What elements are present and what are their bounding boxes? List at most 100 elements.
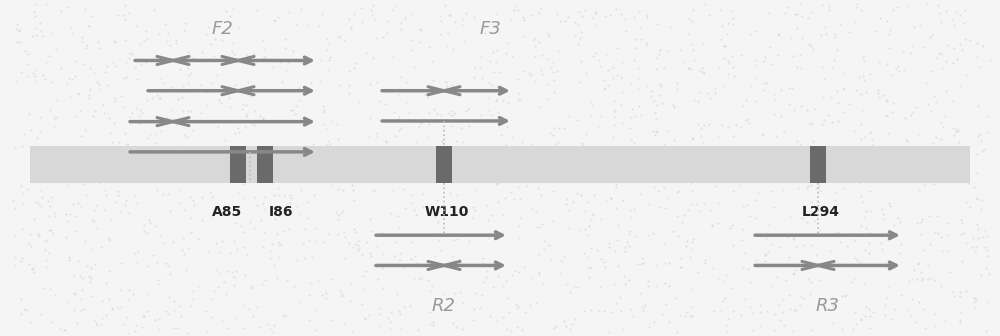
Point [144, 95, 160, 101]
Point [830, 229, 846, 235]
Point [533, 192, 549, 197]
Point [291, 86, 307, 91]
Point [381, 118, 397, 124]
Point [890, 216, 906, 221]
Point [780, 234, 796, 240]
Point [647, 133, 663, 138]
Point [183, 215, 199, 221]
Point [666, 104, 682, 109]
Point [813, 32, 829, 38]
Point [481, 81, 497, 86]
Point [234, 107, 250, 112]
Point [953, 232, 969, 237]
Point [489, 319, 505, 324]
Point [777, 10, 793, 16]
Point [426, 107, 442, 112]
Point [43, 79, 59, 84]
Point [267, 216, 283, 222]
Point [41, 227, 57, 232]
Point [270, 89, 286, 94]
Point [916, 182, 932, 188]
Point [946, 133, 962, 138]
Point [758, 236, 774, 241]
Point [781, 101, 797, 107]
Point [821, 7, 837, 13]
Point [176, 116, 192, 121]
Point [412, 27, 428, 32]
Point [74, 39, 90, 45]
Point [673, 256, 689, 261]
Point [166, 325, 182, 330]
Point [919, 2, 935, 7]
Point [618, 28, 634, 34]
Point [912, 158, 928, 164]
Point [42, 204, 58, 209]
Point [157, 22, 173, 27]
Point [142, 220, 158, 225]
Point [927, 229, 943, 234]
Point [487, 179, 503, 184]
Point [527, 35, 543, 40]
Point [319, 142, 335, 148]
Point [439, 43, 455, 48]
Point [552, 270, 568, 276]
Point [656, 66, 672, 71]
Point [825, 303, 841, 308]
Point [117, 3, 133, 8]
Point [638, 40, 654, 45]
Point [933, 136, 949, 141]
Point [626, 155, 642, 160]
Point [529, 224, 545, 229]
Point [763, 283, 779, 288]
Point [467, 207, 483, 212]
Point [749, 154, 765, 159]
Point [538, 151, 554, 156]
Point [245, 313, 261, 319]
Point [94, 298, 110, 303]
Point [827, 230, 843, 236]
Point [962, 37, 978, 43]
Point [301, 292, 317, 298]
Point [162, 42, 178, 48]
Point [507, 4, 523, 9]
Point [686, 57, 702, 63]
Point [147, 317, 163, 323]
Point [23, 128, 39, 133]
Point [742, 279, 758, 285]
Point [614, 121, 630, 126]
Point [731, 164, 747, 170]
Point [949, 129, 965, 134]
Point [184, 146, 200, 152]
Point [482, 313, 498, 318]
Point [37, 247, 53, 253]
Point [155, 80, 171, 85]
Point [573, 193, 589, 198]
Point [669, 329, 685, 335]
Point [903, 51, 919, 56]
Point [903, 112, 919, 117]
Point [739, 202, 755, 208]
Point [333, 211, 349, 216]
Point [748, 58, 764, 63]
Point [812, 227, 828, 233]
Point [694, 65, 710, 71]
Point [186, 56, 202, 61]
Point [359, 239, 375, 244]
Point [952, 41, 968, 47]
Point [47, 171, 63, 176]
Point [836, 110, 852, 115]
Point [227, 316, 243, 321]
Point [17, 48, 33, 53]
Point [881, 31, 897, 37]
Point [848, 87, 864, 92]
Point [158, 308, 174, 313]
Point [510, 76, 526, 81]
Point [64, 31, 80, 36]
Point [578, 131, 594, 137]
Point [387, 174, 403, 179]
Point [26, 216, 42, 221]
Point [830, 119, 846, 124]
Point [386, 109, 402, 114]
Point [507, 268, 523, 274]
Point [456, 38, 472, 44]
